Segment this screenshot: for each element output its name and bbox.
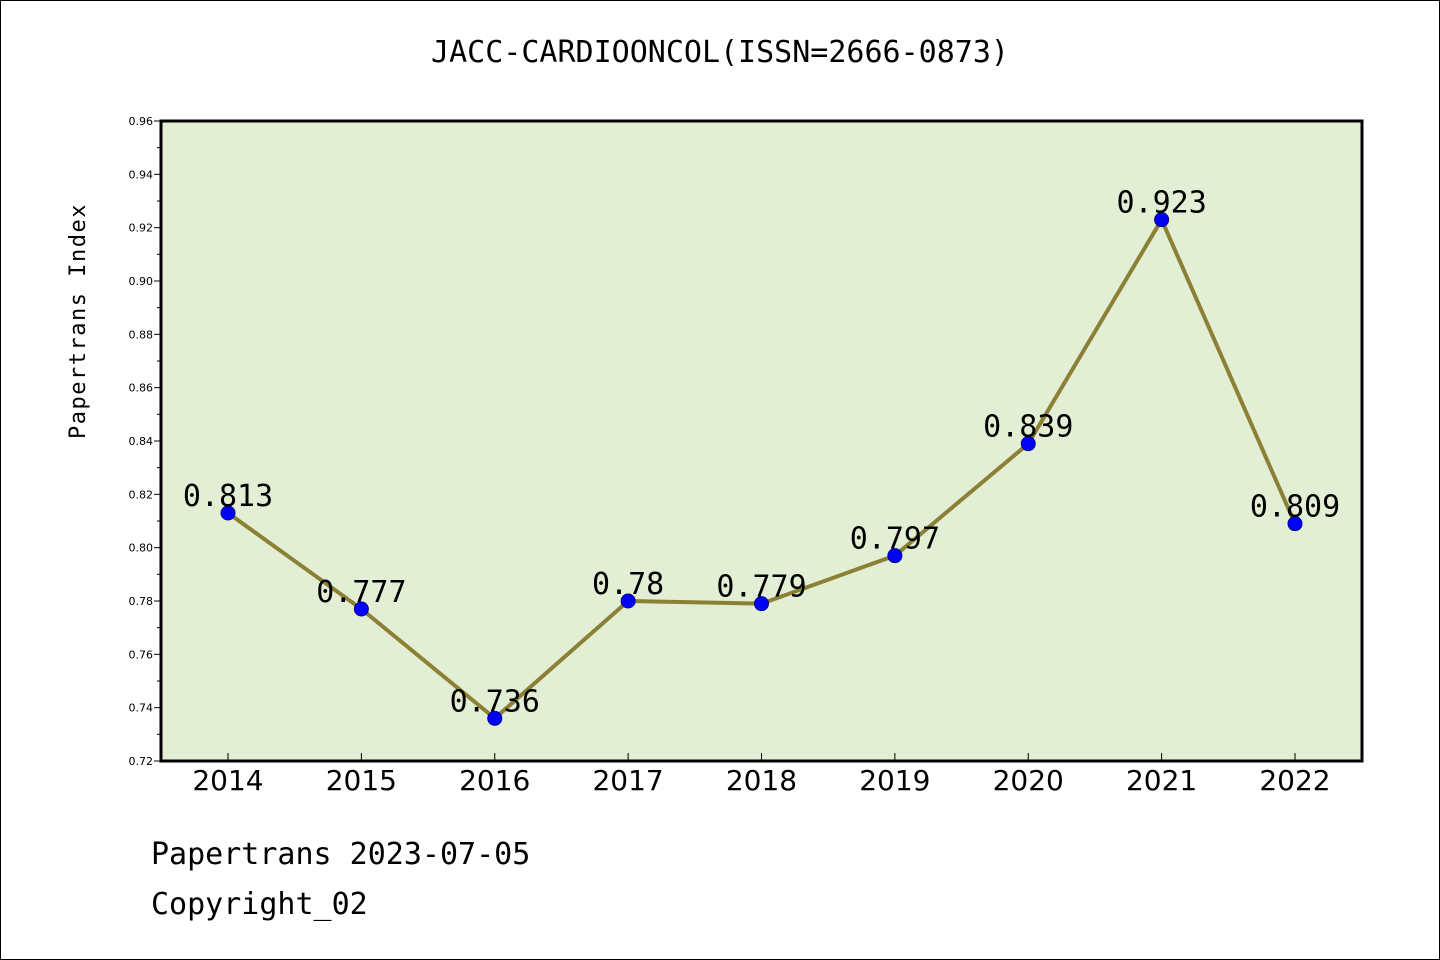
data-point [353,601,369,617]
y-tick-label: 0.72 [129,755,154,768]
y-axis-label: Papertrans Index [66,203,91,439]
data-point [620,593,636,609]
x-tick-label: 2015 [326,764,397,797]
x-tick-label: 2017 [592,764,663,797]
y-tick-label: 0.78 [129,595,154,608]
data-label: 0.809 [1250,490,1340,525]
y-tick-label: 0.90 [129,275,154,288]
data-label: 0.779 [716,570,806,605]
x-tick-label: 2020 [993,764,1064,797]
y-tick-label: 0.86 [129,382,154,395]
y-tick-label: 0.76 [129,648,154,661]
x-tick-label: 2018 [726,764,797,797]
data-label: 0.813 [183,479,273,514]
x-axis: 2014 2015 2016 2017 2018 2019 2020 2021 2022 [192,753,1331,797]
data-labels: 0.813 0.777 0.736 0.78 0.779 0.797 0.839 0.923 0… [183,186,1340,720]
y-axis: 0.72 0.74 0.76 0.78 0.80 0.82 0.84 0.86 0.88 0.90… [129,115,161,768]
y-tick-label: 0.96 [129,115,154,128]
x-tick-label: 2019 [859,764,930,797]
y-tick-label: 0.94 [129,168,154,181]
data-label: 0.78 [592,567,664,602]
plot-frame [159,119,1364,763]
data-markers [220,212,1303,726]
data-point [754,596,769,612]
data-point [1020,436,1036,452]
y-tick-label: 0.88 [129,328,154,341]
y-tick-label: 0.84 [129,435,154,448]
data-label: 0.777 [316,575,406,610]
footer-date: Papertrans 2023-07-05 [151,837,531,872]
chart-title: JACC-CARDIOONCOL(ISSN=2666-0873) [431,35,1009,70]
data-point [220,505,236,521]
data-point [1287,516,1303,532]
data-point [1154,212,1170,228]
data-point [487,710,503,726]
y-tick-label: 0.74 [129,702,154,715]
x-tick-label: 2016 [459,764,530,797]
x-tick-label: 2021 [1126,764,1197,797]
data-label: 0.797 [850,522,940,557]
footer-copyright: Copyright_02 [151,887,368,922]
data-label: 0.839 [983,410,1073,445]
data-label: 0.923 [1116,186,1206,221]
plot-area [161,121,1362,761]
y-tick-label: 0.80 [129,542,154,555]
y-tick-label: 0.92 [129,222,154,235]
x-tick-label: 2014 [192,764,263,797]
x-tick-label: 2022 [1259,764,1330,797]
data-point [887,548,903,564]
data-label: 0.736 [450,684,540,719]
y-tick-label: 0.82 [129,488,154,501]
